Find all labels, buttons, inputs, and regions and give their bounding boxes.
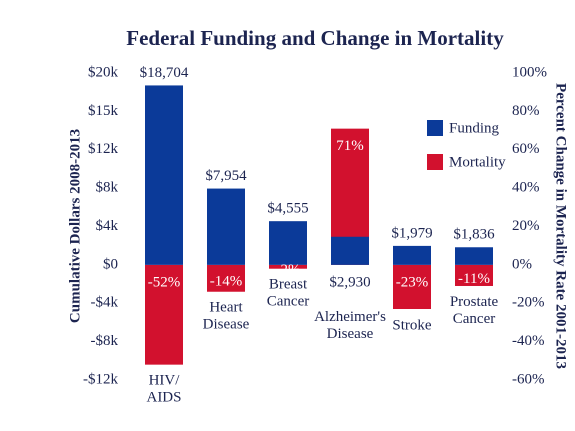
- y-tick-label: $15k: [88, 103, 119, 119]
- y2-tick-label: 40%: [512, 180, 540, 196]
- bar: [331, 236, 369, 265]
- y2-tick-label: 100%: [512, 64, 547, 80]
- bar: [393, 264, 431, 310]
- legend-label: Mortality: [449, 154, 506, 170]
- y-tick-label: $12k: [88, 141, 119, 157]
- bar: [269, 264, 307, 269]
- x-tick-label: Heart Disease: [203, 300, 250, 333]
- chart-title: Federal Funding and Change in Mortality: [126, 26, 504, 50]
- y2-tick-label: -60%: [512, 371, 545, 387]
- y2-tick-label: -40%: [512, 333, 545, 349]
- y2-tick-label: 0%: [512, 256, 532, 272]
- y-tick-label: -$12k: [83, 371, 118, 387]
- bar: [145, 264, 183, 365]
- value-label: -2%: [276, 262, 301, 278]
- value-label: $18,704: [140, 65, 189, 81]
- value-label: $7,954: [205, 168, 247, 184]
- bar: [145, 85, 183, 265]
- y-tick-label: $8k: [96, 180, 119, 196]
- y2-tick-label: 60%: [512, 141, 540, 157]
- y-tick-label: -$4k: [91, 295, 119, 311]
- y2-axis-title: Percent Change in Mortality Rate 2001-20…: [553, 83, 569, 369]
- y-tick-label: $4k: [96, 218, 119, 234]
- value-label: $1,836: [453, 227, 495, 243]
- value-label: -14%: [210, 274, 243, 290]
- bar: [207, 264, 245, 292]
- value-label: $1,979: [391, 225, 432, 241]
- y2-tick-label: 80%: [512, 103, 540, 119]
- legend-swatch: [427, 120, 443, 136]
- x-tick-label: Alzheimer's Disease: [314, 309, 386, 342]
- y-tick-label: -$8k: [91, 333, 119, 349]
- value-label: -52%: [148, 274, 181, 290]
- legend-swatch: [427, 154, 443, 170]
- y2-tick-label: -20%: [512, 295, 545, 311]
- y-tick-label: $20k: [88, 64, 119, 80]
- y-axis-title: Cumulative Dollars 2008-2013: [67, 129, 83, 323]
- value-label: $4,555: [267, 201, 308, 217]
- bar: [455, 264, 493, 286]
- bar: [269, 221, 307, 265]
- value-label: -23%: [396, 274, 429, 290]
- y2-tick-label: 20%: [512, 218, 540, 234]
- x-tick-label: HIV/AIDS: [146, 373, 181, 406]
- bar: [393, 245, 431, 265]
- y-tick-label: $0: [103, 256, 118, 272]
- value-label: -11%: [458, 271, 490, 287]
- x-tick-label: Prostate Cancer: [450, 294, 499, 327]
- x-tick-label: Stroke: [392, 317, 432, 333]
- x-tick-label: Breast Cancer: [267, 277, 309, 310]
- bar: [455, 247, 493, 265]
- value-label: 71%: [336, 138, 364, 154]
- value-label: $2,930: [329, 274, 370, 290]
- bar: [207, 188, 245, 265]
- legend-label: Funding: [449, 120, 500, 136]
